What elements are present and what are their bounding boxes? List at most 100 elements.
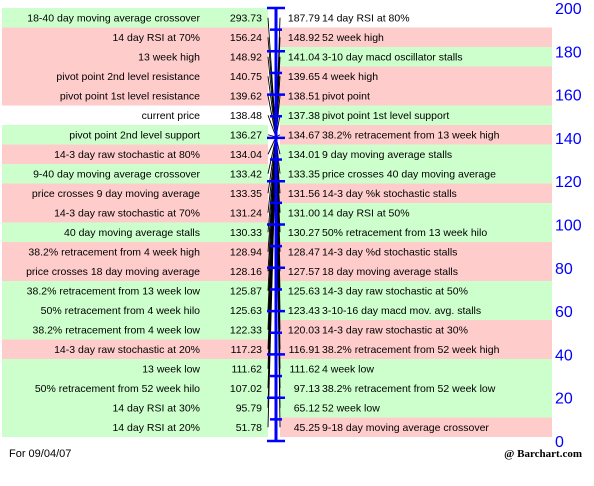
left-row-background [2, 300, 268, 320]
left-row-label: pivot point 2nd level support [69, 130, 200, 142]
axis-tick-label: 160 [555, 88, 582, 105]
left-row-label: 50% retracement from 52 week hilo [35, 383, 200, 395]
right-row-value: 111.62 [289, 364, 320, 376]
left-row-label: 13 week low [142, 364, 200, 376]
left-row-background [2, 183, 268, 203]
right-row-label: 18 day moving average stalls [322, 266, 458, 278]
left-row-value: 140.75 [230, 71, 262, 83]
left-row-value: 51.78 [236, 422, 262, 434]
right-row-label: price crosses 40 day moving average [322, 169, 496, 181]
left-row-value: 130.33 [230, 227, 262, 239]
left-row-label: 14-3 day raw stochastic at 70% [54, 208, 200, 220]
right-row-value: 130.27 [288, 227, 320, 239]
left-row-background [2, 144, 268, 164]
right-row-value: 134.01 [288, 149, 320, 161]
left-row-value: 133.42 [230, 169, 262, 181]
left-row-value: 128.16 [230, 266, 262, 278]
left-row-background [2, 222, 268, 242]
right-row-value: 116.91 [289, 344, 320, 356]
right-row-background [280, 105, 552, 125]
left-row-value: 107.02 [230, 383, 262, 395]
right-row-label: 14 day RSI at 80% [322, 13, 410, 25]
left-row-label: 14 day RSI at 30% [112, 403, 200, 415]
right-row-background [280, 86, 552, 106]
right-row-value: 128.47 [288, 247, 320, 259]
right-row-background [280, 27, 552, 47]
left-row-background [2, 27, 268, 47]
right-row-background [280, 203, 552, 223]
left-row-label: 14-3 day raw stochastic at 80% [54, 149, 200, 161]
right-row-background [280, 222, 552, 242]
left-row-background [2, 164, 268, 184]
right-row-value: 148.92 [288, 32, 320, 44]
connector-lines [267, 17, 281, 428]
axis-tick-label: 60 [555, 304, 573, 321]
right-row-label: 38.2% retracement from 52 week low [322, 383, 496, 395]
axis-tick-label: 80 [555, 261, 573, 278]
right-row-background [280, 281, 552, 301]
right-row-label: 14-3 day raw stochastic at 50% [322, 286, 468, 298]
axis-tick-label: 100 [555, 218, 582, 235]
right-row-value: 141.04 [288, 52, 320, 64]
left-row-label: 9-40 day moving average crossover [33, 169, 200, 181]
left-row-label: 38.2% retracement from 4 week high [28, 247, 200, 259]
left-row-label: price crosses 9 day moving average [32, 188, 200, 200]
left-row-background [2, 242, 268, 262]
left-row-value: 148.92 [230, 52, 262, 64]
right-row-background [280, 320, 552, 340]
right-row-value: 134.67 [288, 130, 320, 142]
left-row-label: 38.2% retracement from 13 week low [27, 286, 201, 298]
right-row-value: 125.63 [288, 286, 320, 298]
right-row-background [280, 183, 552, 203]
axis-tick-label: 180 [555, 44, 582, 61]
right-row-label: 3-10 day macd oscillator stalls [322, 52, 463, 64]
right-row-background [280, 300, 552, 320]
right-row-background [280, 144, 552, 164]
right-row-background [280, 378, 552, 398]
left-row-background [2, 203, 268, 223]
left-row-label: pivot point 1st level resistance [60, 91, 200, 103]
left-row-value: 128.94 [230, 247, 262, 259]
left-row-value: 131.24 [230, 208, 262, 220]
right-row-background [280, 359, 552, 379]
left-row-background [2, 47, 268, 67]
right-row-background [280, 417, 552, 437]
right-row-background [280, 164, 552, 184]
left-row-label: 40 day moving average stalls [64, 227, 200, 239]
left-row-label: price crosses 18 day moving average [26, 266, 200, 278]
right-row-label: 38.2% retracement from 13 week high [322, 130, 500, 142]
row-labels: 18-40 day moving average crossover 293.73… [26, 13, 500, 434]
left-row-background [2, 417, 268, 437]
right-row-label: 3-10-16 day macd mov. avg. stalls [322, 305, 481, 317]
right-row-label: 52 week high [322, 32, 384, 44]
right-row-background [280, 242, 552, 262]
right-row-label: 14 day RSI at 50% [322, 208, 410, 220]
right-row-value: 131.56 [288, 188, 320, 200]
left-row-value: 117.23 [231, 344, 262, 356]
right-row-label: 52 week low [322, 403, 380, 415]
axis-tick-label: 140 [555, 131, 582, 148]
right-row-background [280, 66, 552, 86]
right-row-value: 120.03 [288, 325, 320, 337]
left-row-value: 95.79 [236, 403, 262, 415]
right-row-value: 133.35 [288, 169, 320, 181]
left-row-background [2, 378, 268, 398]
right-row-label: 4 week high [322, 71, 378, 83]
right-row-label: 38.2% retracement from 52 week high [322, 344, 500, 356]
left-row-label: current price [142, 110, 201, 122]
right-row-label: 50% retracement from 13 week hilo [322, 227, 487, 239]
left-row-value: 111.62 [231, 364, 262, 376]
left-row-value: 136.27 [230, 130, 262, 142]
right-row-value: 65.12 [294, 403, 320, 415]
axis-tick-label: 200 [555, 1, 582, 18]
left-row-background [2, 339, 268, 359]
right-row-background [280, 261, 552, 281]
row-backgrounds [2, 8, 552, 437]
left-row-label: 13 week high [138, 52, 200, 64]
left-row-label: 18-40 day moving average crossover [27, 13, 200, 25]
price-axis [267, 6, 285, 443]
left-row-background [2, 105, 268, 125]
left-row-background [2, 86, 268, 106]
